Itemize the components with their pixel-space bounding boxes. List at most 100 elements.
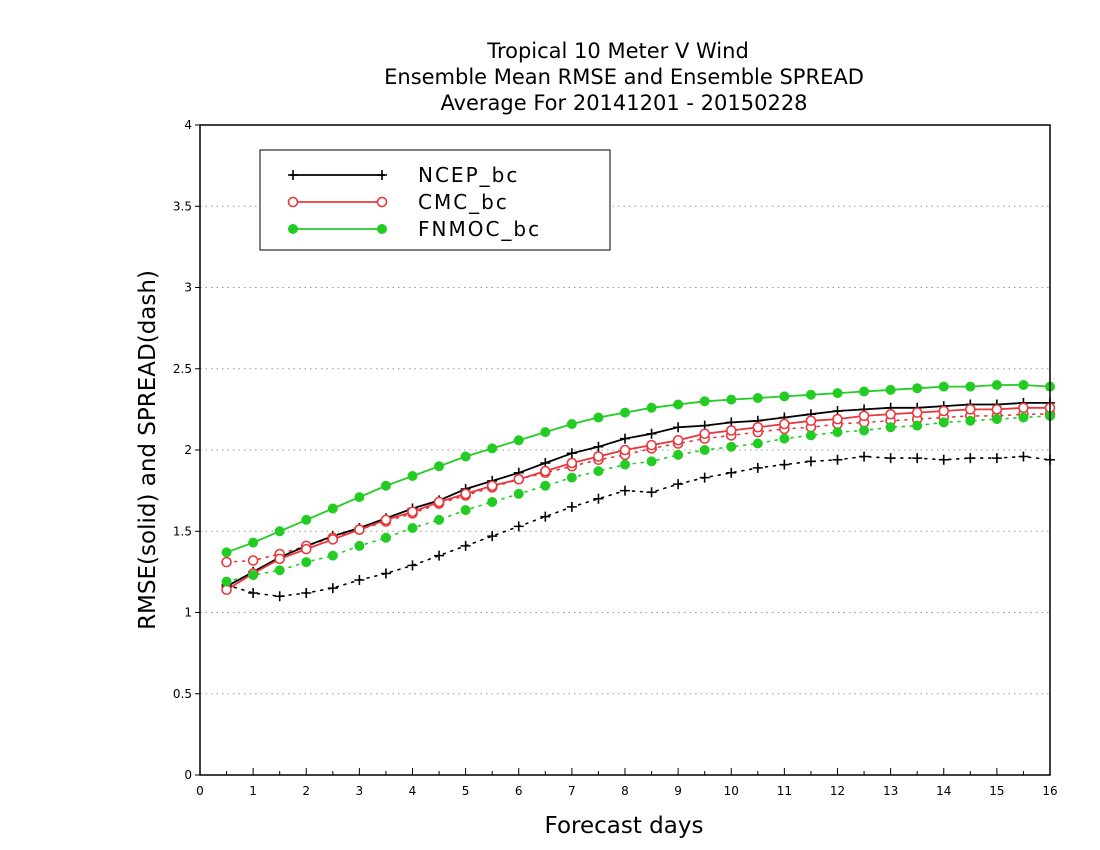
fnmoc-bc-spread-point <box>221 576 232 587</box>
cmc-bc-rmse-point <box>779 418 790 430</box>
fnmoc-bc-spread-point <box>1018 412 1029 423</box>
x-tick-label: 2 <box>302 784 310 798</box>
spread-lines <box>225 413 1051 598</box>
ncep-bc-spread-point <box>566 501 577 512</box>
x-tick-label: 1 <box>249 784 257 798</box>
ncep-bc-rmse-point <box>620 433 630 444</box>
fnmoc-bc-rmse-point <box>885 384 896 395</box>
fnmoc-bc-rmse-point <box>965 381 976 392</box>
cmc-bc-rmse-point <box>832 413 843 425</box>
ncep-bc-spread-point <box>248 588 259 598</box>
ncep-bc-rmse-point <box>566 448 577 459</box>
legend: NCEP_bc CMC_bc FNMOC_bc <box>259 149 611 251</box>
legend-label-cmc-bc: CMC_bc <box>418 190 509 214</box>
y-tick-label: 1.5 <box>173 524 192 538</box>
ncep-bc-spread-point <box>274 591 285 602</box>
fnmoc-bc-rmse-point <box>938 381 949 392</box>
cmc-bc-rmse-point <box>433 496 445 508</box>
fnmoc-bc-rmse-point <box>1018 380 1029 390</box>
cmc-bc-rmse-point <box>752 421 764 433</box>
fnmoc-bc-spread-point <box>991 414 1002 425</box>
fnmoc-bc-rmse-point <box>434 461 445 472</box>
cmc-bc-rmse-point <box>965 404 976 415</box>
x-tick-label: 14 <box>936 784 951 798</box>
cmc-bc-rmse-point <box>699 428 710 440</box>
fnmoc-bc-spread-line <box>225 415 1051 583</box>
fnmoc-bc-rmse-point <box>673 399 684 410</box>
fnmoc-bc-spread-point <box>726 441 737 452</box>
cmc-bc-rmse-point <box>486 480 498 492</box>
x-tick-label: 0 <box>196 784 204 798</box>
ncep-bc-spread-point <box>673 479 684 490</box>
x-tick-label: 16 <box>1042 784 1057 798</box>
fnmoc-bc-spread-point <box>487 497 498 507</box>
cmc-bc-rmse-point <box>619 444 631 456</box>
fnmoc-bc-spread-point <box>354 540 365 551</box>
ncep-bc-spread-point <box>407 560 418 571</box>
ncep-bc-spread-point <box>646 487 657 498</box>
cmc-bc-spread-point <box>247 555 259 566</box>
ncep-bc-rmse-point <box>673 422 684 433</box>
y-tick-label: 3 <box>184 281 192 295</box>
ncep-bc-spread-point <box>593 493 604 504</box>
fnmoc-bc-spread-point <box>752 438 763 449</box>
cmc-bc-rmse-point <box>725 425 737 436</box>
ncep-bc-spread-point <box>301 588 312 598</box>
cmc-bc-rmse-line <box>226 406 1050 591</box>
fnmoc-bc-spread-point <box>327 550 338 561</box>
ncep-bc-spread-point <box>859 451 870 462</box>
x-tick-label: 8 <box>621 784 629 798</box>
cmc-bc-rmse-point <box>593 451 604 462</box>
ncep-bc-spread-point <box>540 511 551 522</box>
fnmoc-bc-rmse-point <box>248 537 259 548</box>
ncep-bc-spread-point <box>327 583 338 594</box>
fnmoc-bc-rmse-point <box>327 503 338 514</box>
ncep-bc-spread-point <box>885 453 896 464</box>
fnmoc-bc-rmse-point <box>991 380 1002 390</box>
fnmoc-bc-rmse-point <box>407 471 418 481</box>
fnmoc-bc-rmse-point <box>832 388 843 399</box>
cmc-bc-rmse-point <box>300 543 312 555</box>
fnmoc-bc-spread-point <box>248 570 259 581</box>
cmc-bc-rmse-point <box>274 553 285 565</box>
y-tick-label: 1 <box>184 606 192 620</box>
ncep-bc-spread-point <box>779 459 790 470</box>
fnmoc-bc-rmse-point <box>593 412 604 423</box>
ncep-bc-spread-point <box>965 453 976 464</box>
fnmoc-bc-rmse-line <box>226 384 1051 554</box>
fnmoc-bc-rmse-point <box>513 435 524 446</box>
legend-marker-cmc-bc <box>376 196 388 208</box>
ncep-bc-spread-point <box>752 462 763 473</box>
ncep-bc-spread-point <box>513 521 524 532</box>
ncep-bc-rmse-point <box>593 441 604 452</box>
fnmoc-bc-spread-point <box>566 472 577 483</box>
y-tick-label: 0 <box>184 768 192 782</box>
cmc-bc-rmse-point <box>513 473 525 485</box>
cmc-bc-rmse-point <box>407 506 418 518</box>
ncep-bc-spread-point <box>434 550 445 561</box>
legend-marker-cmc-bc <box>287 196 299 208</box>
fnmoc-bc-spread-point <box>965 415 976 426</box>
cmc-bc-spread-point <box>221 556 232 568</box>
cmc-bc-rmse-point <box>938 405 950 417</box>
fnmoc-bc-rmse-point <box>566 419 577 429</box>
fnmoc-bc-spread-point <box>620 459 630 470</box>
cmc-bc-rmse-point <box>885 408 896 420</box>
title-line-3: Average For 20141201 - 20150228 <box>440 91 807 115</box>
fnmoc-bc-rmse-point <box>540 427 551 438</box>
x-tick-label: 10 <box>724 784 739 798</box>
cmc-bc-rmse-point <box>1018 402 1029 414</box>
title-line-1: Tropical 10 Meter V Wind <box>486 39 749 63</box>
ncep-bc-spread-point <box>805 456 816 467</box>
cmc-bc-rmse-point <box>672 434 684 446</box>
legend-box <box>259 149 611 251</box>
fnmoc-bc-rmse-point <box>487 443 498 454</box>
ncep-bc-spread-point <box>380 568 391 579</box>
x-axis-title: Forecast days <box>545 813 704 839</box>
ncep-bc-spread-point <box>460 540 471 551</box>
x-tick-label: 5 <box>462 784 470 798</box>
x-tick-label: 12 <box>830 784 845 798</box>
fnmoc-bc-rmse-point <box>699 396 710 407</box>
fnmoc-bc-rmse-point <box>620 407 630 418</box>
